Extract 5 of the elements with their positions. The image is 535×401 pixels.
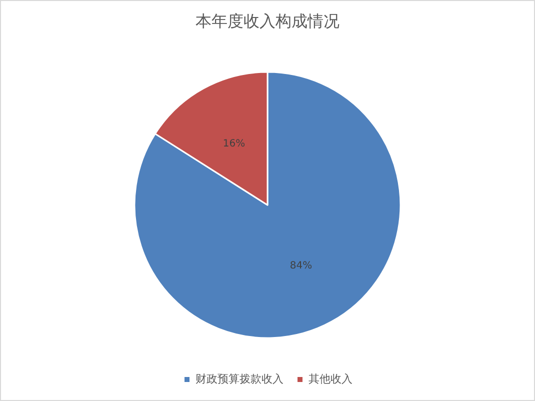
chart-title: 本年度收入构成情况: [196, 12, 340, 30]
legend-label: 财政预算拨款收入: [196, 372, 284, 386]
data-label: 16%: [222, 138, 246, 150]
legend-label: 其他收入: [308, 372, 352, 386]
data-label: 84%: [290, 260, 312, 272]
